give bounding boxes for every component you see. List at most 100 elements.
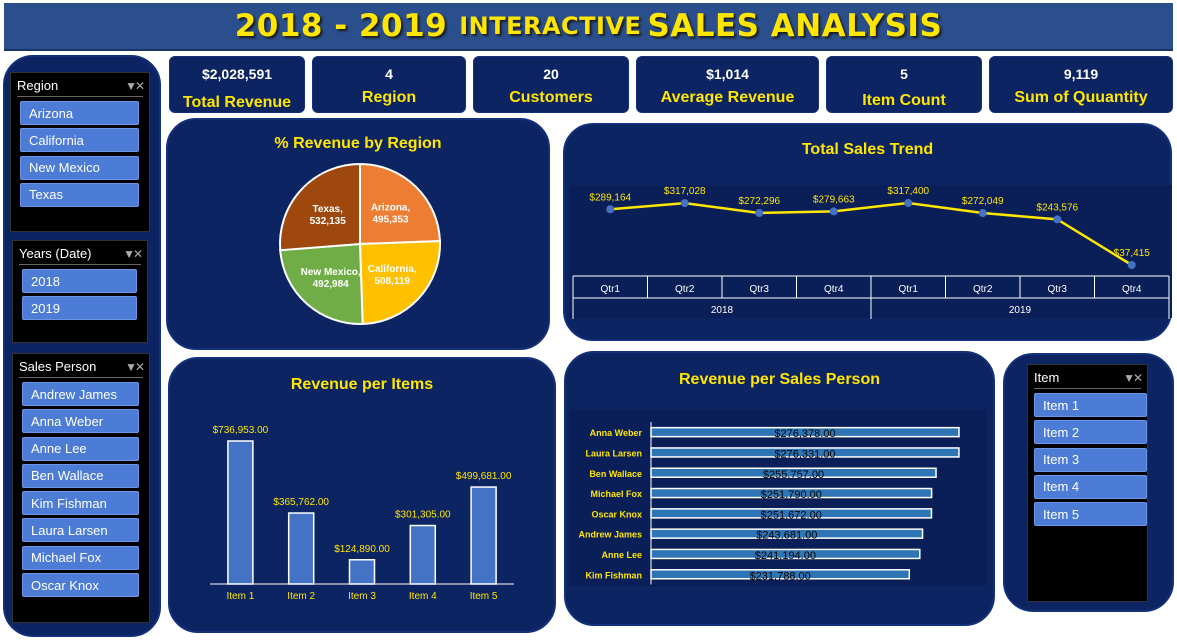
pie-slice-texas [279, 162, 361, 252]
slicer-item-anna-weber[interactable]: Anna Weber [22, 409, 139, 434]
trend-point [755, 208, 764, 217]
revenue-by-region-title: % Revenue by Region [274, 135, 442, 152]
revenue-per-items-bar-chart: $736,953.00 Item 1 $365,762.00 Item 2 $124,8… [210, 425, 514, 602]
title-banner: 2018 - 2019 INTERACTIVE SALES ANALYSIS [4, 3, 1173, 51]
item-tick-label: Item 2 [287, 591, 315, 602]
sales-person-bar-value: $243,681.00 [756, 530, 817, 542]
slicer-item-laura-larsen[interactable]: Laura Larsen [22, 518, 139, 543]
slicer-item-item-1[interactable]: Item 1 [1034, 393, 1147, 417]
slicer-item-anne-lee[interactable]: Anne Lee [22, 436, 139, 461]
slicer-item-kim-fishman[interactable]: Kim Fishman [22, 491, 139, 516]
trend-point [606, 205, 615, 214]
item-tick-label: Item 3 [348, 591, 376, 602]
item-bar-value: $301,305.00 [395, 510, 451, 521]
kpi-customers: 20 Customers [473, 56, 629, 113]
kpi-label: Sum of Quuantity [1014, 89, 1148, 106]
pie-slice-california [358, 240, 441, 325]
kpi-value: 5 [900, 66, 908, 82]
title-main: SALES ANALYSIS [647, 8, 943, 44]
sales-person-bar-value: $231,788.00 [750, 570, 811, 582]
revenue-per-sales-person-title: Revenue per Sales Person [679, 371, 880, 388]
quarter-tick-label: Qtr2 [675, 284, 695, 295]
slicer-item-ben-wallace[interactable]: Ben Wallace [22, 463, 139, 488]
item-bar-value: $736,953.00 [213, 425, 269, 436]
trend-value-label: $289,164 [589, 192, 631, 203]
title-interactive: INTERACTIVE [459, 12, 642, 40]
quarter-tick-label: Qtr1 [601, 284, 621, 295]
sales-person-bar-value: $276,331.00 [774, 448, 835, 460]
region-slicer: Region ▼✕ Arizona California New Mexico … [10, 72, 150, 232]
kpi-label: Region [361, 89, 417, 106]
sales-trend-line [610, 201, 1133, 267]
clear-filter-icon[interactable]: ▼✕ [123, 246, 143, 261]
sales-person-tick-label: Oscar Knox [591, 509, 642, 519]
sales-person-bar-value: $255,757.00 [763, 469, 824, 481]
kpi-label: Item Count [862, 92, 946, 109]
trend-point [904, 199, 913, 207]
kpi-value: $1,014 [706, 66, 749, 82]
slicer-item-item-4[interactable]: Item 4 [1034, 474, 1147, 499]
kpi-label: Average Revenue [660, 89, 795, 106]
quarter-tick-label: Qtr1 [899, 284, 919, 295]
slicer-item-oscar-knox[interactable]: Oscar Knox [22, 573, 139, 598]
slicer-item-item-3[interactable]: Item 3 [1034, 447, 1147, 472]
pie-label-new-mexico: New Mexico, [301, 267, 361, 278]
item-bar [470, 486, 497, 585]
trend-point [829, 207, 838, 216]
pie-label-california: California, [368, 264, 417, 275]
item-bar [409, 524, 437, 585]
total-sales-trend-title: Total Sales Trend [801, 141, 934, 158]
year-group-label: 2019 [1009, 305, 1032, 316]
quarter-tick-label: Qtr3 [1048, 284, 1068, 295]
item-tick-label: Item 1 [227, 591, 255, 602]
quarter-tick-label: Qtr4 [824, 284, 844, 295]
sales-person-bar [650, 467, 937, 478]
total-sales-trend-line-chart: $289,164 $317,028 $272,296 $279,663 $317,400… [569, 185, 1172, 319]
item-bar [227, 440, 254, 585]
item-tick-label: Item 4 [409, 591, 437, 602]
years-slicer-title: Years (Date) [19, 246, 92, 261]
kpi-total-revenue: $2,028,591 Total Revenue [169, 56, 305, 113]
slicer-item-item-2[interactable]: Item 2 [1034, 420, 1147, 445]
kpi-label: Total Revenue [182, 94, 292, 111]
slicer-item-california[interactable]: California [20, 128, 139, 153]
years-slicer: Years (Date) ▼✕ 2018 2019 [12, 240, 148, 343]
clear-filter-icon[interactable]: ▼✕ [125, 359, 145, 374]
item-bar [287, 512, 315, 585]
clear-filter-icon[interactable]: ▼✕ [125, 78, 145, 93]
quarter-tick-label: Qtr4 [1122, 284, 1142, 295]
kpi-value: $2,028,591 [201, 66, 273, 82]
trend-value-label: $272,049 [962, 196, 1004, 207]
trend-value-label: $37,415 [1114, 248, 1151, 259]
slicer-item-arizona[interactable]: Arizona [20, 101, 139, 125]
trend-point [680, 199, 689, 208]
item-bar-value: $499,681.00 [456, 471, 512, 482]
slicer-item-texas[interactable]: Texas [20, 182, 139, 207]
item-tick-label: Item 5 [470, 591, 498, 602]
sales-person-tick-label: Ben Wallace [589, 469, 642, 479]
quarter-tick-label: Qtr2 [973, 284, 993, 295]
slicer-item-andrew-james[interactable]: Andrew James [22, 382, 139, 406]
pie-value-texas: 532,135 [310, 216, 347, 227]
pie-slice-new-mexico [279, 242, 364, 325]
slicer-item-2019[interactable]: 2019 [22, 296, 137, 321]
item-bar [348, 559, 376, 585]
pie-value-new-mexico: 492,984 [313, 279, 350, 290]
trend-value-label: $317,028 [664, 186, 706, 197]
trend-value-label: $272,296 [738, 196, 780, 207]
pie-value-arizona: 495,353 [372, 214, 409, 225]
kpi-value: 9,119 [1063, 66, 1099, 82]
clear-filter-icon[interactable]: ▼✕ [1123, 370, 1143, 385]
slicer-item-michael-fox[interactable]: Michael Fox [22, 545, 139, 570]
sales-person-bar [650, 508, 933, 519]
kpi-value: 4 [385, 66, 393, 82]
slicer-item-new-mexico[interactable]: New Mexico [20, 155, 139, 180]
item-bar-value: $124,890.00 [334, 544, 390, 555]
kpi-sum-of-quantity: 9,119 Sum of Quuantity [989, 56, 1173, 113]
slicer-item-2018[interactable]: 2018 [22, 269, 137, 293]
sales-person-tick-label: Andrew James [578, 530, 642, 540]
sales-person-tick-label: Michael Fox [590, 489, 642, 499]
kpi-region: 4 Region [312, 56, 466, 113]
slicer-item-item-5[interactable]: Item 5 [1034, 502, 1147, 527]
trend-point [978, 209, 987, 218]
